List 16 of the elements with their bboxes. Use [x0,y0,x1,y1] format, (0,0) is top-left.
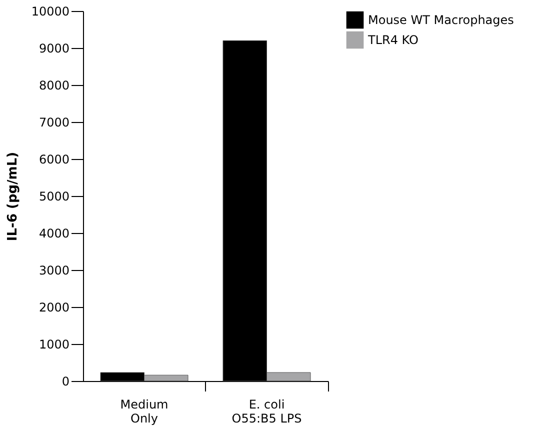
y-tick-label: 10000 [31,4,70,18]
y-axis-title: IL-6 (pg/mL) [5,152,20,242]
y-tick-label: 5000 [38,190,70,204]
y-tick-label: 6000 [38,152,70,166]
legend-label: Mouse WT Macrophages [368,13,514,27]
y-tick-label: 9000 [38,42,70,56]
legend-label: TLR4 KO [367,33,418,47]
y-tick-label: 0 [62,374,70,388]
x-tick-label: E. coli O55:B5 LPS [232,398,302,426]
y-tick-label: 7000 [38,116,70,130]
y-tick-label: 3000 [38,264,70,278]
y-tick-label: 1000 [38,338,70,352]
y-tick-label: 4000 [38,226,70,240]
y-tick-label: 2000 [38,300,70,314]
x-tick-label: Medium Only [120,398,168,426]
y-tick-label: 8000 [38,78,70,92]
